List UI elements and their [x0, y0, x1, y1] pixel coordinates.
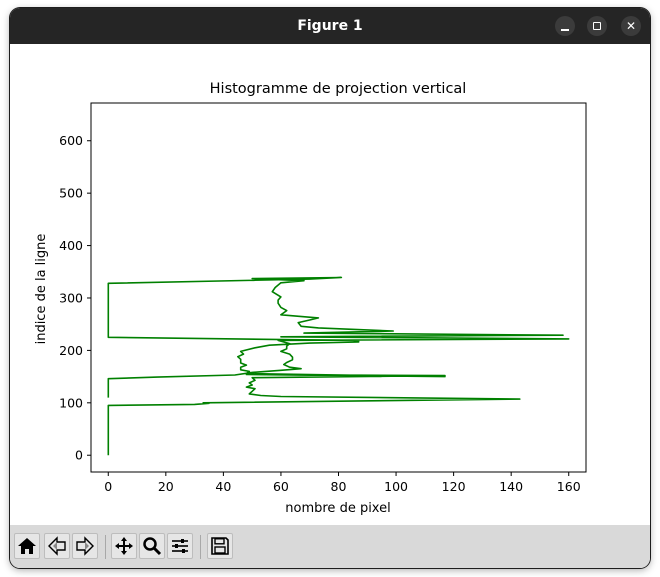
y-tick-label: 200 — [59, 343, 83, 358]
figure-canvas[interactable]: Histogramme de projection vertical 0 20 40… — [10, 44, 650, 525]
y-axis-label: indice de la ligne — [34, 234, 49, 345]
chart-title: Histogramme de projection vertical — [210, 81, 467, 97]
home-icon — [18, 538, 36, 554]
x-tick-label: 60 — [273, 479, 289, 494]
configure-subplots-button[interactable] — [167, 533, 193, 559]
toolbar-separator — [105, 535, 106, 559]
magnifier-icon — [143, 537, 162, 556]
title-bar[interactable]: Figure 1 ✕ — [10, 8, 650, 44]
y-tick-label: 600 — [59, 133, 83, 148]
series-line — [107, 276, 570, 456]
minimize-icon — [561, 29, 569, 31]
x-tick-label: 160 — [557, 479, 581, 494]
window-title: Figure 1 — [297, 18, 363, 34]
forward-button[interactable] — [72, 533, 98, 559]
arrow-right-icon — [76, 536, 94, 556]
home-button[interactable] — [14, 533, 40, 559]
sliders-icon — [172, 539, 188, 553]
arrow-left-icon — [48, 536, 66, 556]
x-axis-label: nombre de pixel — [285, 501, 390, 516]
x-tick-label: 40 — [215, 479, 231, 494]
save-button[interactable] — [207, 533, 233, 559]
move-icon — [115, 537, 133, 555]
y-tick-label: 400 — [59, 238, 83, 253]
x-tick-label: 120 — [442, 479, 466, 494]
floppy-disk-icon — [211, 537, 229, 555]
x-tick-label: 20 — [158, 479, 174, 494]
y-tick-label: 100 — [59, 395, 83, 410]
maximize-button[interactable] — [587, 16, 607, 36]
pan-button[interactable] — [111, 533, 137, 559]
x-tick-label: 100 — [384, 479, 408, 494]
maximize-icon — [593, 22, 601, 30]
x-tick-label: 80 — [331, 479, 347, 494]
x-tick-label: 0 — [104, 479, 112, 494]
navigation-toolbar — [10, 525, 650, 568]
y-tick-label: 500 — [59, 186, 83, 201]
close-button[interactable]: ✕ — [621, 16, 641, 36]
toolbar-separator — [200, 535, 201, 559]
close-icon: ✕ — [625, 19, 637, 33]
x-axis: 0 20 40 60 80 100 120 140 160 — [104, 472, 581, 494]
y-axis: 0 100 200 300 400 500 600 — [59, 133, 91, 463]
zoom-button[interactable] — [139, 533, 165, 559]
y-tick-label: 0 — [75, 448, 83, 463]
minimize-button[interactable] — [555, 16, 575, 36]
chart: Histogramme de projection vertical 0 20 40… — [34, 81, 587, 516]
back-button[interactable] — [44, 533, 70, 559]
y-tick-label: 300 — [59, 290, 83, 305]
plot-area — [90, 102, 587, 473]
x-tick-label: 140 — [499, 479, 523, 494]
figure-window: Figure 1 ✕ Histogramme de projection ver… — [10, 8, 650, 568]
